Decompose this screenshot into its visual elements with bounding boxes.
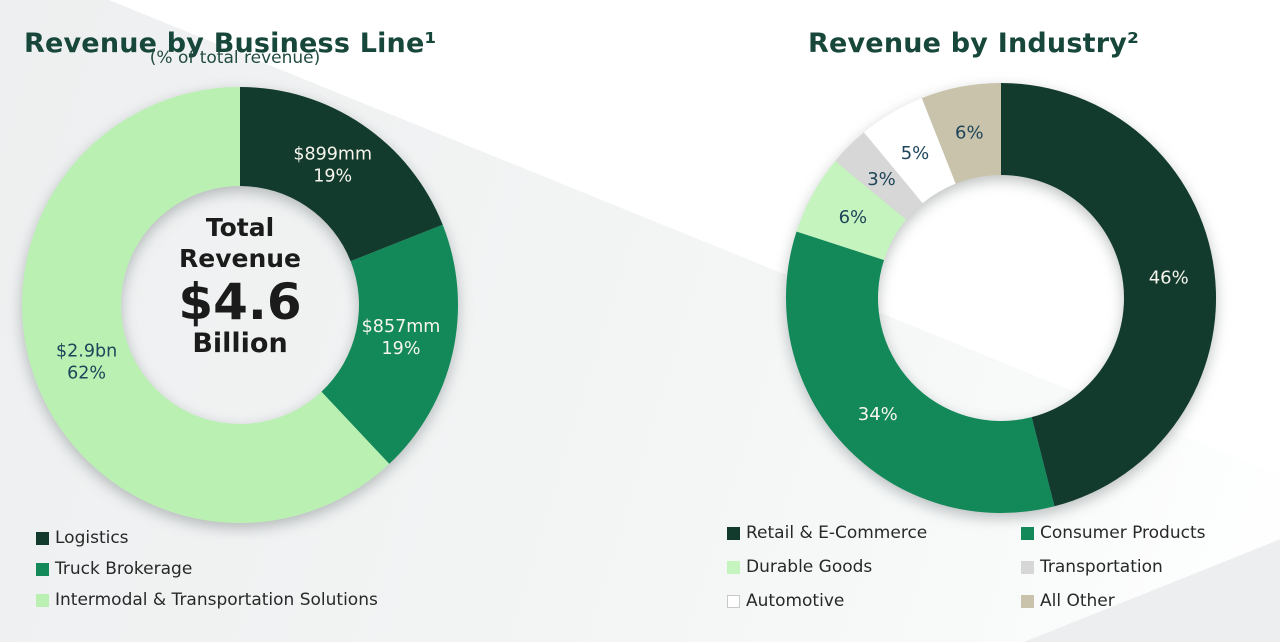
donut-slice-transportation bbox=[835, 132, 923, 220]
slice-label-intermodal-transportation-solutions: $2.9bn 62% bbox=[56, 342, 117, 384]
slice-label-automotive: 5% bbox=[901, 143, 930, 164]
legend-swatch-truck-brokerage bbox=[36, 562, 49, 576]
donut-slice-retail-e-commerce bbox=[1001, 83, 1217, 507]
legend-item-durable-goods: Durable Goods bbox=[727, 556, 1021, 578]
legend-item-intermodal-transportation-solutions: Intermodal & Transportation Solutions bbox=[36, 589, 378, 611]
donut-slice-durable-goods bbox=[796, 160, 907, 260]
donut-slice-automotive bbox=[863, 98, 956, 204]
right-chart-title: Revenue by Industry² bbox=[808, 28, 1140, 60]
slice-label-logistics: $899mm 19% bbox=[293, 145, 372, 187]
legend-item-retail-e-commerce: Retail & E-Commerce bbox=[727, 522, 1021, 544]
right-chart-legend: Retail & E-Commerce Consumer Products Dura… bbox=[727, 522, 1206, 612]
donut-slice-intermodal-transportation-solutions bbox=[22, 87, 390, 523]
legend-label: Transportation bbox=[1040, 557, 1163, 577]
legend-swatch-durable-goods bbox=[727, 560, 740, 574]
left-chart-subtitle: (% of total revenue) bbox=[149, 48, 321, 68]
donut-slice-all-other bbox=[921, 83, 1001, 184]
slice-label-durable-goods: 6% bbox=[839, 207, 868, 228]
slice-label-all-other: 6% bbox=[955, 123, 984, 144]
legend-item-all-other: All Other bbox=[1021, 590, 1206, 612]
donut-slice-logistics bbox=[240, 87, 443, 262]
legend-label: Automotive bbox=[746, 591, 845, 611]
revenue-by-business-line-donut: $899mm 19% $857mm 19% $2.9bn 62% bbox=[22, 87, 458, 523]
legend-item-logistics: Logistics bbox=[36, 527, 378, 549]
slice-label-transportation: 3% bbox=[867, 169, 896, 190]
legend-label: Retail & E-Commerce bbox=[746, 523, 928, 543]
legend-swatch-logistics bbox=[36, 531, 49, 545]
slice-label-truck-brokerage: $857mm 19% bbox=[362, 317, 441, 359]
legend-label: Durable Goods bbox=[746, 557, 873, 577]
legend-swatch-consumer-products bbox=[1021, 526, 1034, 540]
legend-swatch-all-other bbox=[1021, 594, 1034, 608]
slice-label-consumer-products: 34% bbox=[858, 404, 898, 425]
legend-item-truck-brokerage: Truck Brokerage bbox=[36, 558, 378, 580]
legend-item-consumer-products: Consumer Products bbox=[1021, 522, 1206, 544]
legend-swatch-transportation bbox=[1021, 560, 1034, 574]
legend-item-automotive: Automotive bbox=[727, 590, 1021, 612]
revenue-by-industry-donut: 46% 34% 6% 3%5% 6% bbox=[785, 83, 1217, 514]
legend-label: Consumer Products bbox=[1040, 523, 1206, 543]
left-chart-title: Revenue by Business Line¹ bbox=[24, 28, 437, 60]
slice-label-retail-e-commerce: 46% bbox=[1149, 267, 1189, 288]
legend-label: Truck Brokerage bbox=[55, 559, 193, 579]
legend-swatch-automotive bbox=[727, 594, 740, 608]
donut-slice-truck-brokerage bbox=[321, 224, 458, 464]
legend-label: All Other bbox=[1040, 591, 1115, 611]
legend-label: Logistics bbox=[55, 528, 129, 548]
left-chart-legend: Logistics Truck Brokerage Intermodal & Tra… bbox=[36, 527, 378, 611]
legend-swatch-retail-e-commerce bbox=[727, 526, 740, 540]
legend-item-transportation: Transportation bbox=[1021, 556, 1206, 578]
legend-swatch-intermodal-transportation-solutions bbox=[36, 593, 49, 607]
legend-label: Intermodal & Transportation Solutions bbox=[55, 590, 378, 610]
donut-slice-consumer-products bbox=[785, 231, 1055, 514]
